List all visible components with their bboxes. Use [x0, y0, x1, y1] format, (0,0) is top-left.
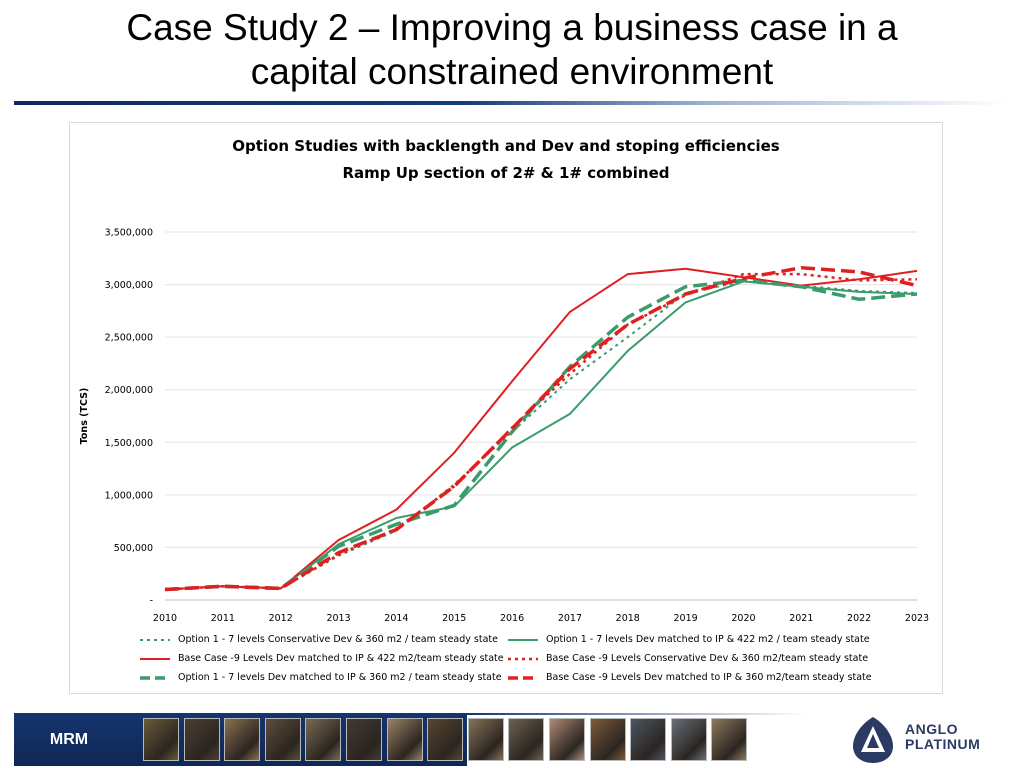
footer-photo-thumbnail — [224, 718, 261, 761]
y-tick-label: 1,000,000 — [105, 490, 153, 501]
x-tick-label: 2015 — [442, 613, 466, 624]
series-line-1 — [164, 280, 918, 591]
footer-photo-thumbnail — [630, 718, 667, 761]
x-tick-label: 2011 — [211, 613, 235, 624]
y-tick-label: - — [150, 596, 153, 607]
legend-swatch — [140, 676, 170, 680]
title-underline — [14, 101, 1009, 105]
footer-photo-thumbnail — [549, 718, 585, 761]
logo-text: ANGLO PLATINUM — [905, 722, 980, 752]
x-tick-label: 2014 — [384, 613, 408, 624]
series-line-3 — [164, 267, 918, 591]
chart-title: Option Studies with backlength and Dev a… — [232, 137, 780, 155]
slide-title: Case Study 2 – Improving a business case… — [0, 6, 1024, 94]
x-tick-label: 2019 — [674, 613, 698, 624]
slide-title-line2: capital constrained environment — [250, 51, 774, 92]
chart-container: Option Studies with backlength and Dev a… — [69, 122, 943, 694]
footer-photo-thumbnail — [143, 718, 179, 761]
footer-label: MRM — [49, 731, 89, 748]
legend-label: Option 1 - 7 levels Dev matched to IP & … — [178, 672, 502, 683]
footer-photo-thumbnail — [670, 718, 707, 761]
y-axis-label: Tons (TCS) — [79, 388, 90, 445]
footer-photo-thumbnail — [711, 718, 748, 761]
company-logo: ANGLO PLATINUM — [847, 714, 997, 766]
footer-photo-thumbnail — [508, 718, 545, 761]
x-tick-label: 2018 — [616, 613, 640, 624]
legend-label: Option 1 - 7 levels Conservative Dev & 3… — [178, 634, 498, 645]
series-line-5 — [164, 278, 918, 592]
footer-photo-thumbnail — [264, 718, 301, 761]
footer-photo-thumbnail — [427, 718, 464, 761]
footer-photo-thumbnail — [386, 718, 423, 761]
legend-swatch — [140, 658, 170, 660]
legend-label: Base Case -9 Levels Dev matched to IP & … — [178, 653, 504, 664]
footer-rule — [467, 713, 807, 715]
x-tick-label: 2021 — [789, 613, 813, 624]
x-tick-label: 2010 — [153, 613, 177, 624]
legend-label: Base Case -9 Levels Dev matched to IP & … — [546, 672, 872, 683]
x-tick-label: 2017 — [558, 613, 582, 624]
x-tick-label: 2023 — [905, 613, 929, 624]
footer-photo-thumbnail — [589, 718, 626, 761]
series-line-6 — [164, 265, 918, 592]
y-tick-label: 3,500,000 — [105, 228, 153, 239]
y-tick-label: 3,000,000 — [105, 280, 153, 291]
y-tick-label: 1,500,000 — [105, 438, 153, 449]
legend-swatch — [508, 639, 538, 641]
line-chart: - 500,000 1,000,000 1,500,000 2,000,000 2,500… — [79, 228, 929, 625]
y-tick-label: 500,000 — [114, 543, 153, 554]
legend-swatch — [508, 676, 538, 680]
series-line-2 — [164, 280, 918, 591]
footer-photo-thumbnail — [346, 718, 382, 761]
x-tick-label: 2016 — [500, 613, 524, 624]
footer-photo-thumbnail — [183, 718, 220, 761]
chart-subtitle: Ramp Up section of 2# & 1# combined — [342, 164, 670, 182]
legend-label: Option 1 - 7 levels Dev matched to IP & … — [546, 634, 870, 645]
x-tick-label: 2013 — [326, 613, 350, 624]
x-tick-label: 2020 — [731, 613, 755, 624]
legend-swatch — [508, 657, 538, 661]
footer-photo-thumbnail — [305, 718, 342, 761]
y-tick-label: 2,000,000 — [105, 385, 153, 396]
logo-line1: ANGLO — [905, 721, 959, 737]
y-tick-label: 2,500,000 — [105, 333, 153, 344]
logo-emblem-icon — [853, 717, 893, 763]
footer-photo-thumbnail — [467, 718, 504, 761]
legend-swatch — [140, 639, 170, 641]
slide-title-line1: Case Study 2 – Improving a business case… — [126, 7, 898, 48]
x-tick-label: 2012 — [269, 613, 293, 624]
legend-label: Base Case -9 Levels Conservative Dev & 3… — [546, 653, 869, 664]
x-tick-label: 2022 — [847, 613, 871, 624]
logo-line2: PLATINUM — [905, 736, 981, 752]
